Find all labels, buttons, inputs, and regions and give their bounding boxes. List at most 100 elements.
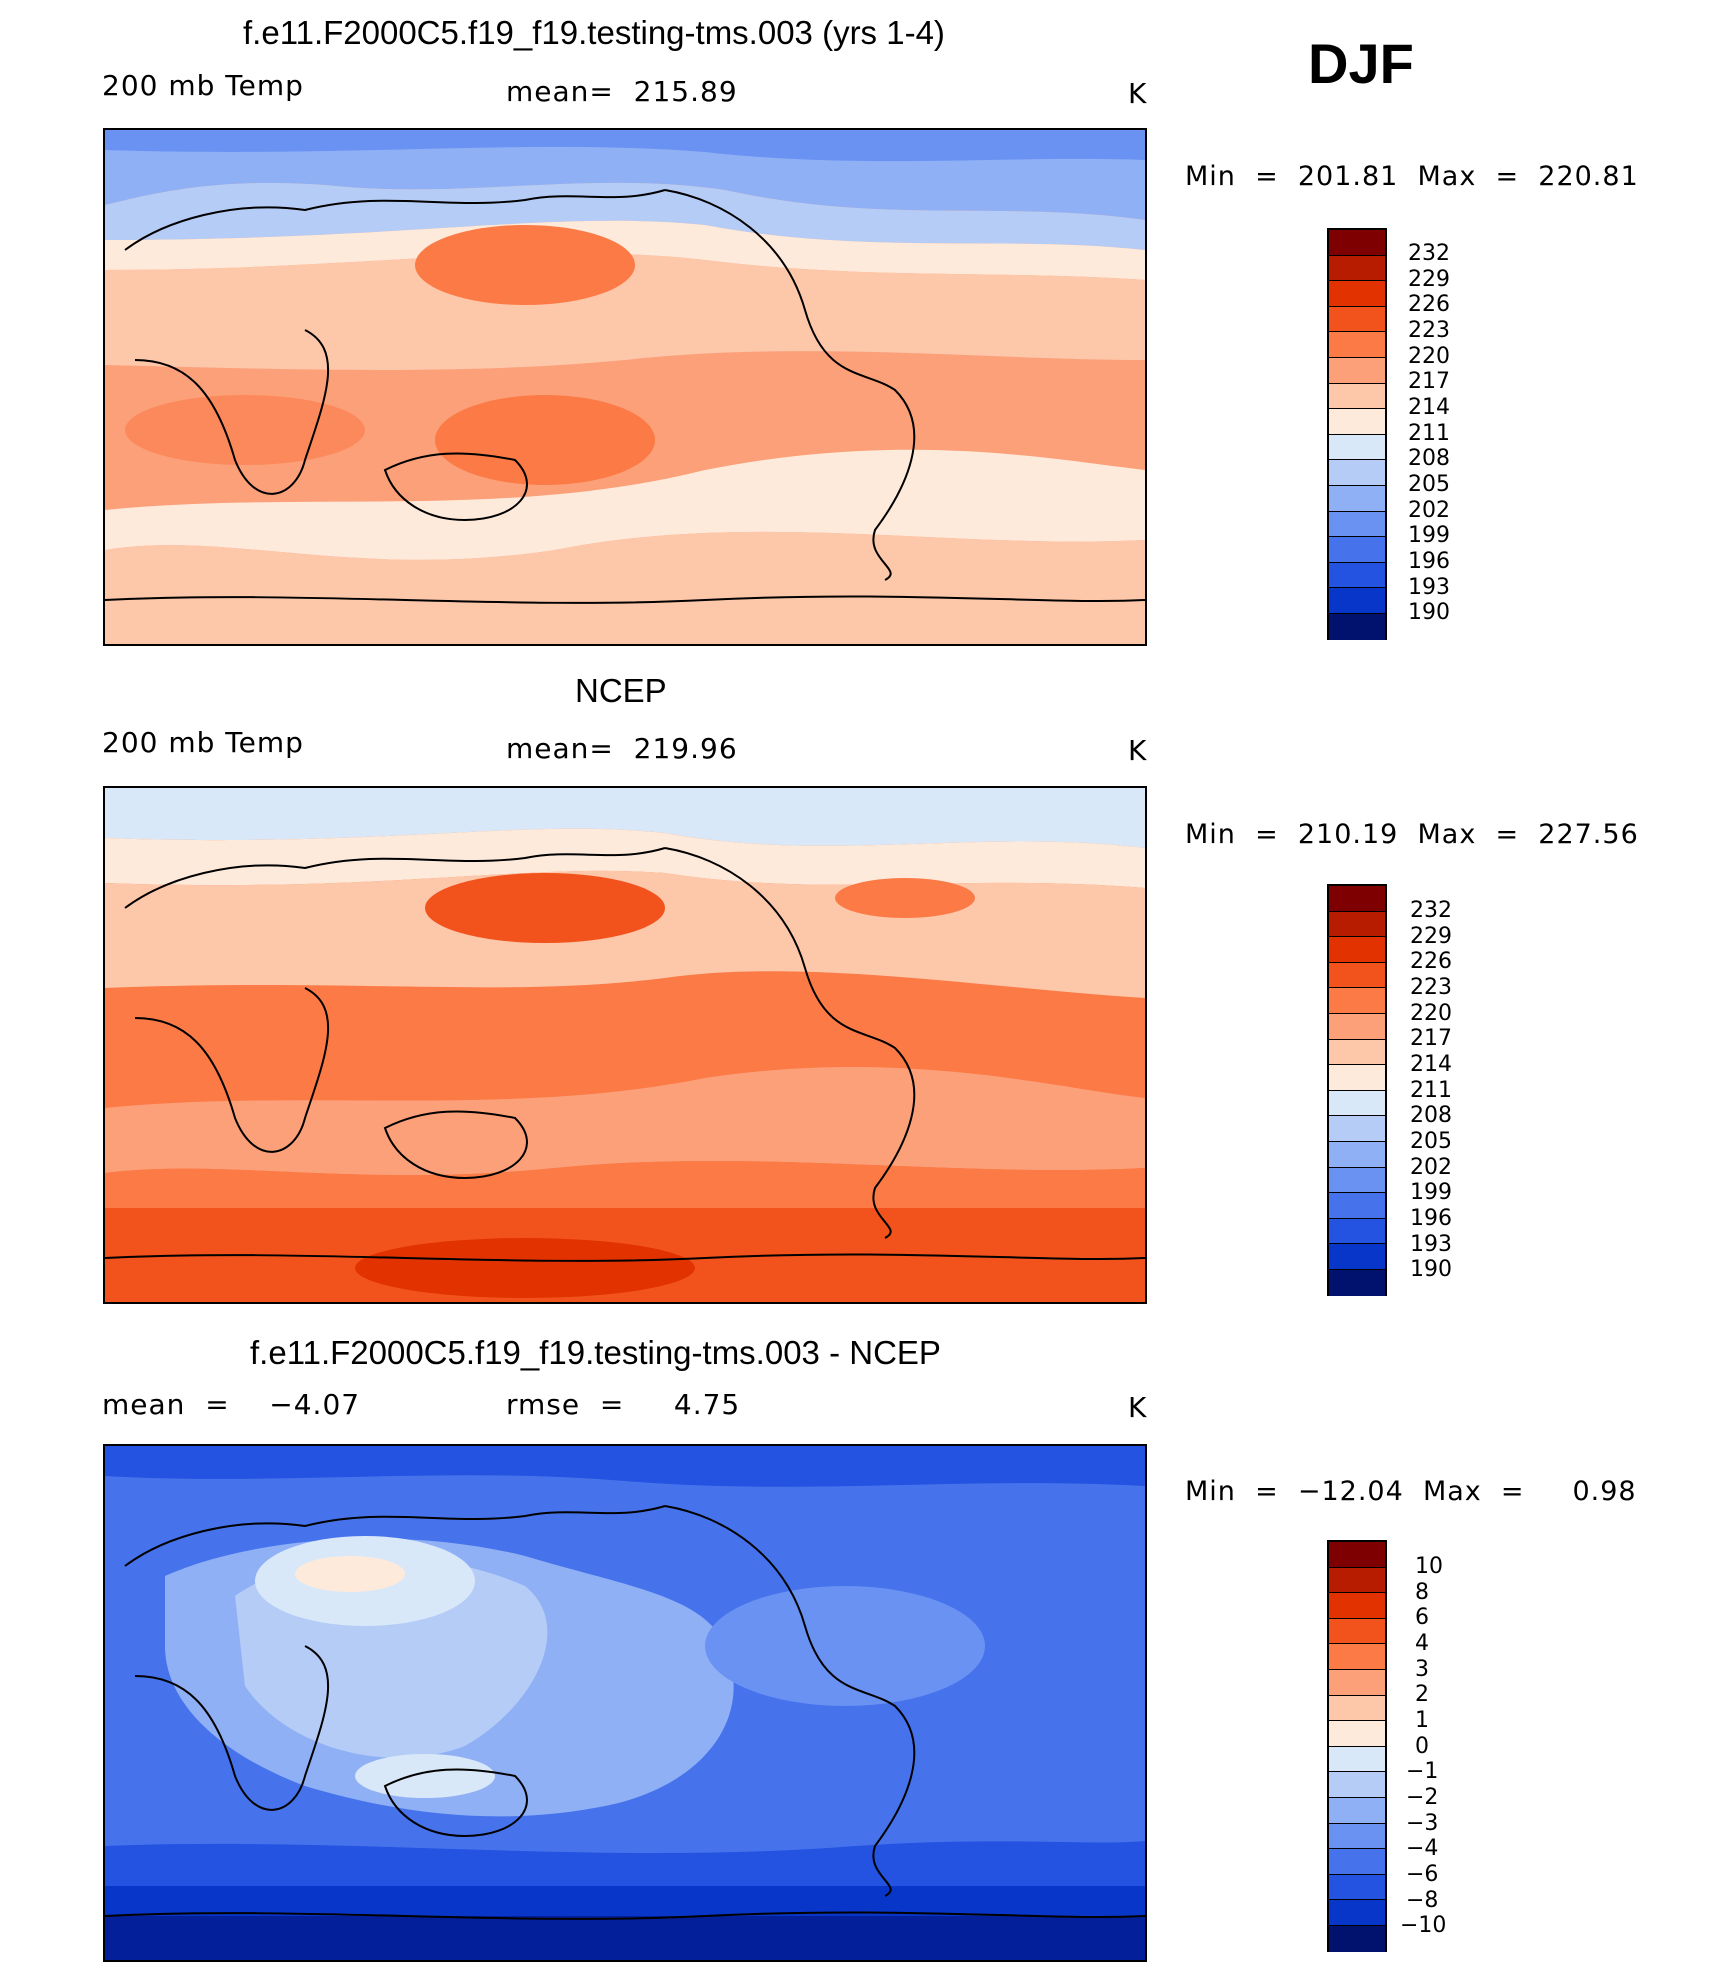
p1-level-label: 214 xyxy=(1408,395,1450,420)
p3-swatch xyxy=(1329,1593,1385,1619)
p2-level-label: 232 xyxy=(1410,898,1452,923)
p2-swatch xyxy=(1329,937,1385,963)
p3-level-label: 10 xyxy=(1415,1554,1443,1579)
p3-swatch xyxy=(1329,1925,1385,1952)
panel-1-units: K xyxy=(1128,77,1148,110)
p3-coast-antarctica xyxy=(105,1911,1145,1920)
p1-swatch xyxy=(1329,434,1385,461)
season-label: DJF xyxy=(1308,32,1414,95)
p2-coast-eurasia-north xyxy=(124,847,666,909)
p1-level-label: 232 xyxy=(1408,241,1450,266)
panel-3-mean: mean = −4.07 xyxy=(102,1388,361,1421)
panel-3-map-svg xyxy=(105,1446,1145,1960)
p1-subarctic-band xyxy=(105,182,1145,250)
p3-level-label: −2 xyxy=(1406,1785,1439,1810)
p1-level-label: 217 xyxy=(1408,369,1450,394)
panel-1-map-svg xyxy=(105,130,1145,644)
panel-2-title: NCEP xyxy=(575,672,667,709)
p2-level-label: 220 xyxy=(1410,1001,1452,1026)
p3-antarctic-band xyxy=(105,1916,1145,1960)
p2-arctic-band xyxy=(105,788,1145,848)
p1-swatch xyxy=(1329,357,1385,384)
p3-level-label: −3 xyxy=(1406,1811,1439,1836)
panel-1-colorbar xyxy=(1327,228,1387,640)
p3-level-label: 2 xyxy=(1415,1682,1429,1707)
p3-swatch xyxy=(1329,1669,1385,1696)
p1-swatch xyxy=(1329,255,1385,282)
p1-swatch xyxy=(1329,230,1385,256)
p3-swatch xyxy=(1329,1695,1385,1722)
p1-level-label: 223 xyxy=(1408,318,1450,343)
p3-swatch xyxy=(1329,1644,1385,1670)
p3-swatch xyxy=(1329,1797,1385,1824)
p2-level-label: 229 xyxy=(1410,924,1452,949)
p2-level-label: 199 xyxy=(1410,1180,1452,1205)
p2-swatch xyxy=(1329,988,1385,1014)
p1-coast-africa xyxy=(134,329,329,495)
p2-subarctic-band xyxy=(105,828,1145,888)
p3-coast-americas xyxy=(664,1505,916,1897)
p1-swatch xyxy=(1329,511,1385,538)
p1-midlat-band xyxy=(105,253,1145,370)
p3-swatch xyxy=(1329,1618,1385,1645)
p1-level-label: 199 xyxy=(1408,523,1450,548)
p1-coast-americas xyxy=(664,189,916,581)
p1-warm-patch-maritime xyxy=(435,395,655,485)
p2-swatch xyxy=(1329,1039,1385,1066)
panel-1-field-label: 200 mb Temp xyxy=(102,69,304,102)
p3-swatch xyxy=(1329,1721,1385,1747)
p3-swatch xyxy=(1329,1542,1385,1568)
p1-southern-light xyxy=(105,449,1145,560)
panel-1-map xyxy=(103,128,1147,646)
p2-level-label: 193 xyxy=(1410,1232,1452,1257)
panel-2-field-label: 200 mb Temp xyxy=(102,726,304,759)
p2-level-label: 214 xyxy=(1410,1052,1452,1077)
p2-level-label: 211 xyxy=(1410,1078,1452,1103)
p2-swatch xyxy=(1329,911,1385,938)
p1-swatch xyxy=(1329,613,1385,640)
panel-3-rmse: rmse = 4.75 xyxy=(506,1388,741,1421)
p2-southern-light xyxy=(105,1067,1145,1176)
p1-coastlines xyxy=(105,189,1145,604)
p1-warm-patch-indian xyxy=(125,395,365,465)
p3-level-label: 8 xyxy=(1415,1580,1429,1605)
p2-swatch xyxy=(1329,1065,1385,1091)
p3-swatch xyxy=(1329,1772,1385,1798)
p3-swatch xyxy=(1329,1900,1385,1926)
p2-coast-australia xyxy=(383,1110,528,1180)
p3-australia-light xyxy=(355,1754,495,1798)
p3-america-band xyxy=(705,1586,985,1706)
p1-swatch xyxy=(1329,281,1385,307)
panel-3-colorbar xyxy=(1327,1540,1387,1952)
panel-3-title: f.e11.F2000C5.f19_f19.testing-tms.003 - … xyxy=(250,1334,941,1371)
p1-swatch xyxy=(1329,409,1385,435)
p2-swatch xyxy=(1329,1167,1385,1194)
p1-level-label: 202 xyxy=(1408,498,1450,523)
p1-level-label: 190 xyxy=(1408,600,1450,625)
p3-tibet-warm xyxy=(295,1556,405,1592)
p3-level-label: −6 xyxy=(1406,1862,1439,1887)
p2-level-label: 196 xyxy=(1410,1206,1452,1231)
p1-coast-australia xyxy=(383,452,528,522)
p1-level-label: 220 xyxy=(1408,344,1450,369)
p3-level-label: 6 xyxy=(1415,1605,1429,1630)
p3-swatch xyxy=(1329,1823,1385,1850)
p3-southern-deep xyxy=(105,1886,1145,1916)
p2-level-label: 217 xyxy=(1410,1026,1452,1051)
panel-2-mean: mean= 219.96 xyxy=(506,732,738,765)
p1-level-label: 229 xyxy=(1408,267,1450,292)
panel-3-units: K xyxy=(1128,1391,1148,1424)
p3-level-label: −4 xyxy=(1406,1836,1439,1861)
panel-2-minmax: Min = 210.19 Max = 227.56 xyxy=(1185,819,1639,850)
p2-swatch xyxy=(1329,1193,1385,1219)
p3-coast-australia xyxy=(383,1768,528,1838)
p2-swatch xyxy=(1329,1141,1385,1168)
p1-level-label: 208 xyxy=(1408,446,1450,471)
p3-level-label: −1 xyxy=(1406,1759,1439,1784)
p2-swatch xyxy=(1329,1269,1385,1296)
p1-swatch xyxy=(1329,306,1385,333)
p1-coast-antarctica xyxy=(105,595,1145,604)
p1-swatch xyxy=(1329,485,1385,512)
p2-level-label: 226 xyxy=(1410,949,1452,974)
p2-swatch xyxy=(1329,1116,1385,1142)
